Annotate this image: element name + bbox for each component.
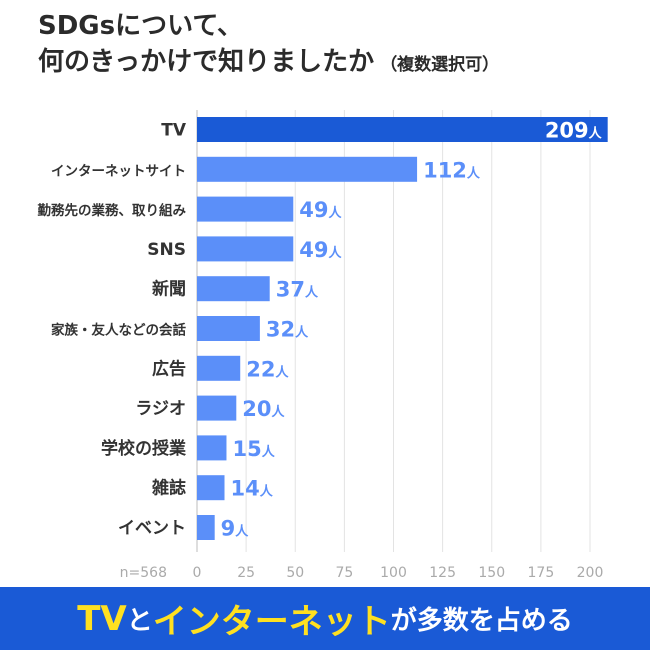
value-unit: 人: [262, 444, 276, 460]
bar: [197, 156, 418, 182]
value-unit: 人: [260, 484, 274, 500]
value-unit: 人: [295, 325, 309, 341]
value-label: 49人: [299, 238, 342, 262]
x-tick-label: 175: [528, 565, 555, 581]
value-number: 22: [246, 357, 275, 381]
x-tick-label: 0: [193, 565, 202, 581]
category-label: イベント: [118, 519, 186, 539]
x-tick-label: 125: [429, 565, 456, 581]
title-line-2-text: 何のきっかけで知りましたか: [38, 47, 375, 77]
category-label: インターネットサイト: [51, 163, 186, 179]
category-label: ラジオ: [135, 399, 186, 419]
banner-tv: TV: [77, 598, 127, 639]
bar: [197, 236, 294, 262]
category-label: 雑誌: [151, 478, 186, 499]
value-label: 37人: [276, 278, 319, 302]
bar: [197, 515, 215, 540]
bar: [197, 117, 608, 142]
value-unit: 人: [272, 404, 286, 420]
value-label: 15人: [232, 437, 275, 461]
value-label: 112人: [423, 158, 481, 182]
value-unit: 人: [305, 285, 319, 301]
category-label: 広告: [152, 358, 186, 379]
value-label: 9人: [221, 517, 250, 541]
value-number: 112: [423, 158, 467, 182]
bar: [197, 355, 241, 381]
value-label: 22人: [246, 357, 289, 381]
value-unit: 人: [275, 364, 289, 380]
value-number: 49: [299, 198, 328, 222]
x-tick-label: 200: [577, 565, 604, 581]
value-number: 209: [545, 119, 589, 143]
value-unit: 人: [235, 524, 249, 540]
value-unit: 人: [329, 205, 343, 221]
value-number: 32: [266, 318, 295, 342]
value-label: 20人: [242, 397, 285, 421]
chart-title: SDGsについて、 何のきっかけで知りましたか （複数選択可）: [38, 8, 499, 83]
title-line-2: 何のきっかけで知りましたか （複数選択可）: [38, 44, 499, 83]
title-line-1: SDGsについて、: [38, 11, 244, 41]
value-label: 49人: [299, 198, 342, 222]
value-unit: 人: [467, 165, 481, 181]
value-number: 20: [242, 397, 271, 421]
value-label: 32人: [266, 318, 309, 342]
bar: [197, 276, 270, 302]
value-number: 37: [276, 278, 305, 302]
value-number: 9: [221, 517, 236, 541]
value-label: 14人: [231, 477, 274, 501]
value-unit: 人: [329, 245, 343, 261]
category-label: 勤務先の業務、取り組み: [38, 202, 187, 219]
bar: [197, 196, 294, 222]
value-number: 15: [232, 437, 261, 461]
bar: [197, 395, 237, 421]
bar: [197, 316, 260, 341]
banner-to: と: [126, 606, 153, 636]
value-unit: 人: [589, 126, 603, 142]
title-note: （複数選択可）: [380, 55, 500, 75]
category-label: 学校の授業: [101, 438, 186, 459]
x-tick-label: 150: [478, 565, 505, 581]
x-tick-label: 75: [335, 565, 353, 581]
summary-banner: TV と インターネット が多数を占める: [0, 587, 650, 650]
value-number: 49: [299, 238, 328, 262]
banner-internet: インターネット: [152, 602, 391, 642]
category-label: 家族・友人などの会話: [51, 322, 186, 339]
value-number: 14: [231, 477, 260, 501]
x-tick-label: 100: [380, 565, 407, 581]
category-label: 新聞: [152, 279, 186, 300]
category-label: TV: [161, 121, 187, 141]
bar: [197, 435, 227, 461]
x-tick-label: 50: [286, 565, 304, 581]
sample-size-note: n=568: [120, 565, 167, 581]
bar: [197, 475, 225, 501]
value-label: 209人: [545, 119, 603, 143]
x-tick-label: 25: [237, 565, 255, 581]
banner-rest: が多数を占める: [390, 606, 573, 636]
category-label: SNS: [147, 240, 186, 260]
